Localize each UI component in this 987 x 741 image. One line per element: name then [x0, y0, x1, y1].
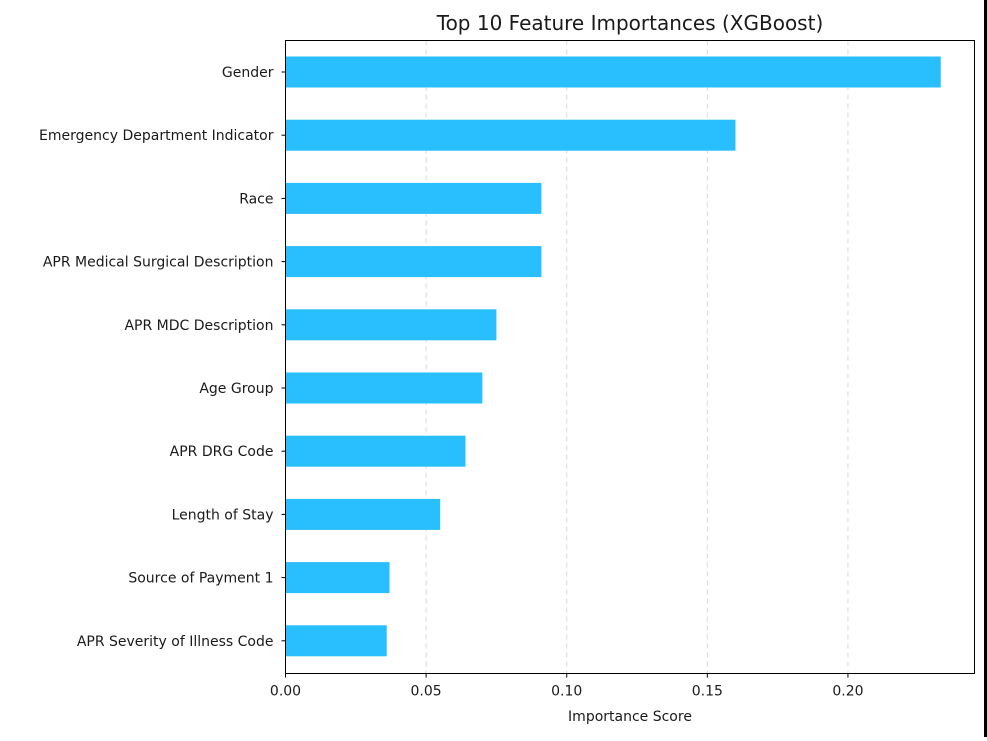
- y-tick-label: APR DRG Code: [170, 444, 274, 460]
- y-tick-label: APR MDC Description: [124, 318, 273, 334]
- y-tick-label: APR Medical Surgical Description: [43, 255, 274, 271]
- x-axis-ticks: 0.00 0.05 0.10 0.15 0.20: [270, 673, 864, 700]
- bar: [285, 562, 390, 594]
- y-tick-label: Emergency Department Indicator: [39, 128, 274, 144]
- y-tick-label: Source of Payment 1: [128, 571, 273, 587]
- y-tick-label: Age Group: [199, 381, 273, 397]
- x-tick-label: 0.15: [692, 684, 723, 700]
- grid-lines: [425, 40, 849, 674]
- chart-title: Top 10 Feature Importances (XGBoost): [436, 11, 824, 35]
- bar: [285, 498, 441, 530]
- y-tick-label: APR Severity of Illness Code: [77, 634, 274, 650]
- bar: [285, 625, 387, 657]
- y-tick-label: Length of Stay: [172, 507, 274, 523]
- plot-frame: [285, 40, 975, 674]
- x-tick-label: 0.00: [270, 684, 301, 700]
- y-tick-label: Race: [239, 191, 273, 207]
- bar: [285, 182, 542, 214]
- y-axis-ticks: Gender Emergency Department Indicator Race…: [39, 65, 286, 650]
- bar: [285, 309, 497, 341]
- y-tick-label: Gender: [222, 65, 274, 81]
- x-axis-label: Importance Score: [568, 709, 692, 725]
- x-tick-label: 0.10: [551, 684, 582, 700]
- bar: [285, 435, 466, 467]
- bar: [285, 119, 736, 151]
- bars: [285, 56, 941, 657]
- window-edge: [984, 0, 987, 737]
- bar: [285, 372, 483, 404]
- bar: [285, 56, 941, 88]
- bar: [285, 246, 542, 278]
- x-tick-label: 0.05: [411, 684, 442, 700]
- x-tick-label: 0.20: [832, 684, 863, 700]
